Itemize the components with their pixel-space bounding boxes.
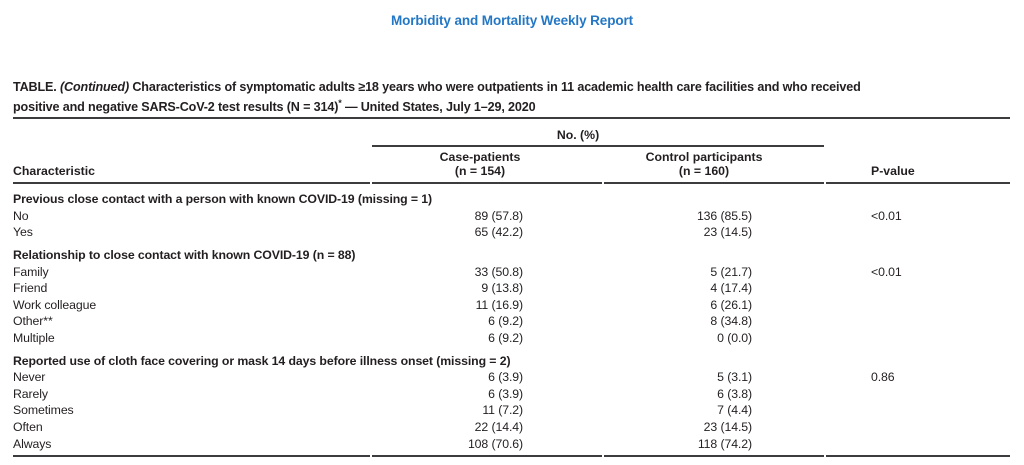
p-value-cell: 0.86 xyxy=(871,370,895,385)
control-count-cell: 23 (14.5) xyxy=(703,419,752,434)
table-title-line1: TABLE. (Continued) Characteristics of sy… xyxy=(13,80,1010,96)
table-row: Sometimes 11 (7.2) 7 (4.4) xyxy=(13,402,1010,419)
p-value-cell xyxy=(826,436,1010,453)
table-row: Rarely 6 (3.9) 6 (3.8) xyxy=(13,386,1010,403)
characteristic-cell: Work colleague xyxy=(13,297,97,312)
p-value-cell xyxy=(826,297,1010,314)
table-spanner-row: No. (%) xyxy=(13,128,1010,148)
p-value-cell xyxy=(826,386,1010,403)
case-count-cell: 108 (70.6) xyxy=(467,436,523,451)
table-row: Yes 65 (42.2) 23 (14.5) xyxy=(13,224,1010,241)
column-header-case-patients: Case-patients (n = 154) xyxy=(372,150,602,185)
case-count-cell: 11 (7.2) xyxy=(482,403,523,418)
spanner-label: No. (%) xyxy=(372,128,824,148)
p-value-cell xyxy=(826,280,1010,297)
table-row: Friend 9 (13.8) 4 (17.4) xyxy=(13,280,1010,297)
case-count-cell: 6 (9.2) xyxy=(488,314,523,329)
control-count-cell: 6 (26.1) xyxy=(710,297,752,312)
control-count-cell: 23 (14.5) xyxy=(703,225,752,240)
p-value-cell xyxy=(826,402,1010,419)
section-header: Relationship to close contact with known… xyxy=(13,247,356,262)
characteristic-cell: Always xyxy=(13,436,52,451)
table-row: Always 108 (70.6) 118 (74.2) xyxy=(13,436,1010,453)
case-count-cell: 6 (9.2) xyxy=(488,330,523,345)
section-header: Reported use of cloth face covering or m… xyxy=(13,353,511,368)
characteristic-cell: Sometimes xyxy=(13,403,74,418)
p-value-cell xyxy=(826,224,1010,241)
p-value-cell xyxy=(826,330,1010,347)
column-header-characteristic: Characteristic xyxy=(13,150,370,185)
characteristic-cell: Rarely xyxy=(13,386,48,401)
p-value-cell xyxy=(826,313,1010,330)
table-row: Work colleague 11 (16.9) 6 (26.1) xyxy=(13,297,1010,314)
case-count-cell: 65 (42.2) xyxy=(474,225,523,240)
control-count-cell: 0 (0.0) xyxy=(717,330,752,345)
section-header: Previous close contact with a person wit… xyxy=(13,192,433,207)
case-count-cell: 6 (3.9) xyxy=(488,386,523,401)
p-value-cell: <0.01 xyxy=(871,208,902,223)
table-row: Multiple 6 (9.2) 0 (0.0) xyxy=(13,330,1010,347)
control-count-cell: 6 (3.8) xyxy=(717,386,752,401)
table-continued-tag: (Continued) xyxy=(60,80,129,94)
table-row: Family 33 (50.8) 5 (21.7) <0.01 xyxy=(13,264,1010,281)
table-sheet: TABLE. (Continued) Characteristics of sy… xyxy=(13,80,1010,458)
spanner-spacer-left xyxy=(13,128,370,147)
table-row: Often 22 (14.4) 23 (14.5) xyxy=(13,419,1010,436)
table-title-text: Characteristics of symptomatic adults ≥1… xyxy=(132,80,861,94)
column-header-control-participants: Control participants (n = 160) xyxy=(604,150,824,185)
control-count-cell: 118 (74.2) xyxy=(697,436,752,451)
characteristic-cell: Friend xyxy=(13,281,48,296)
table-title-line2: positive and negative SARS-CoV-2 test re… xyxy=(13,97,536,114)
table-body: Previous close contact with a person wit… xyxy=(13,185,1010,452)
table-row: Never 6 (3.9) 5 (3.1) 0.86 xyxy=(13,369,1010,386)
control-count-cell: 8 (34.8) xyxy=(710,314,752,329)
table-label: TABLE. xyxy=(13,80,57,94)
control-count-cell: 4 (17.4) xyxy=(710,281,752,296)
p-value-cell: <0.01 xyxy=(871,264,902,279)
table-column-headers: Characteristic Case-patients (n = 154) C… xyxy=(13,150,1010,185)
characteristic-cell: Multiple xyxy=(13,330,55,345)
characteristic-cell: Often xyxy=(13,419,43,434)
p-value-cell xyxy=(826,419,1010,436)
spanner-spacer-right xyxy=(826,128,1010,147)
control-count-cell: 5 (21.7) xyxy=(710,264,752,279)
table-bottom-rule xyxy=(13,455,1010,458)
journal-title: Morbidity and Mortality Weekly Report xyxy=(390,13,634,28)
control-count-cell: 5 (3.1) xyxy=(717,370,752,385)
characteristic-cell: Yes xyxy=(13,225,33,240)
case-count-cell: 33 (50.8) xyxy=(474,264,523,279)
control-count-cell: 7 (4.4) xyxy=(717,403,752,418)
case-count-cell: 9 (13.8) xyxy=(481,281,523,296)
table-row: No 89 (57.8) 136 (85.5) <0.01 xyxy=(13,208,1010,225)
characteristic-cell: No xyxy=(13,208,29,223)
footnote-marker: * xyxy=(338,97,342,108)
column-header-p-value: P-value xyxy=(826,150,1010,185)
characteristic-cell: Other** xyxy=(13,314,53,329)
control-count-cell: 136 (85.5) xyxy=(696,208,752,223)
title-rule xyxy=(13,117,1010,120)
table-title: TABLE. (Continued) Characteristics of sy… xyxy=(13,80,1010,115)
journal-masthead: Morbidity and Mortality Weekly Report xyxy=(0,0,1024,28)
case-count-cell: 11 (16.9) xyxy=(475,297,524,312)
characteristic-cell: Family xyxy=(13,264,49,279)
characteristic-cell: Never xyxy=(13,370,46,385)
case-count-cell: 89 (57.8) xyxy=(474,208,523,223)
case-count-cell: 22 (14.4) xyxy=(474,419,523,434)
table-row: Other** 6 (9.2) 8 (34.8) xyxy=(13,313,1010,330)
case-count-cell: 6 (3.9) xyxy=(488,370,523,385)
